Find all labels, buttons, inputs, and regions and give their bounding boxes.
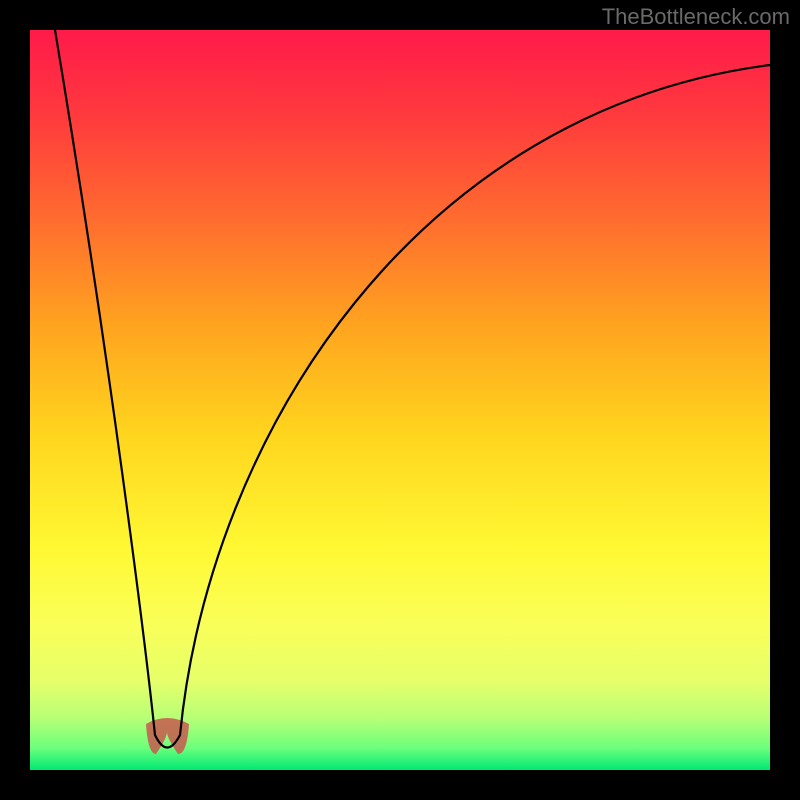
chart-root: TheBottleneck.com bbox=[0, 0, 800, 800]
chart-svg bbox=[0, 0, 800, 800]
watermark-text: TheBottleneck.com bbox=[602, 4, 790, 30]
plot-background bbox=[30, 30, 770, 770]
